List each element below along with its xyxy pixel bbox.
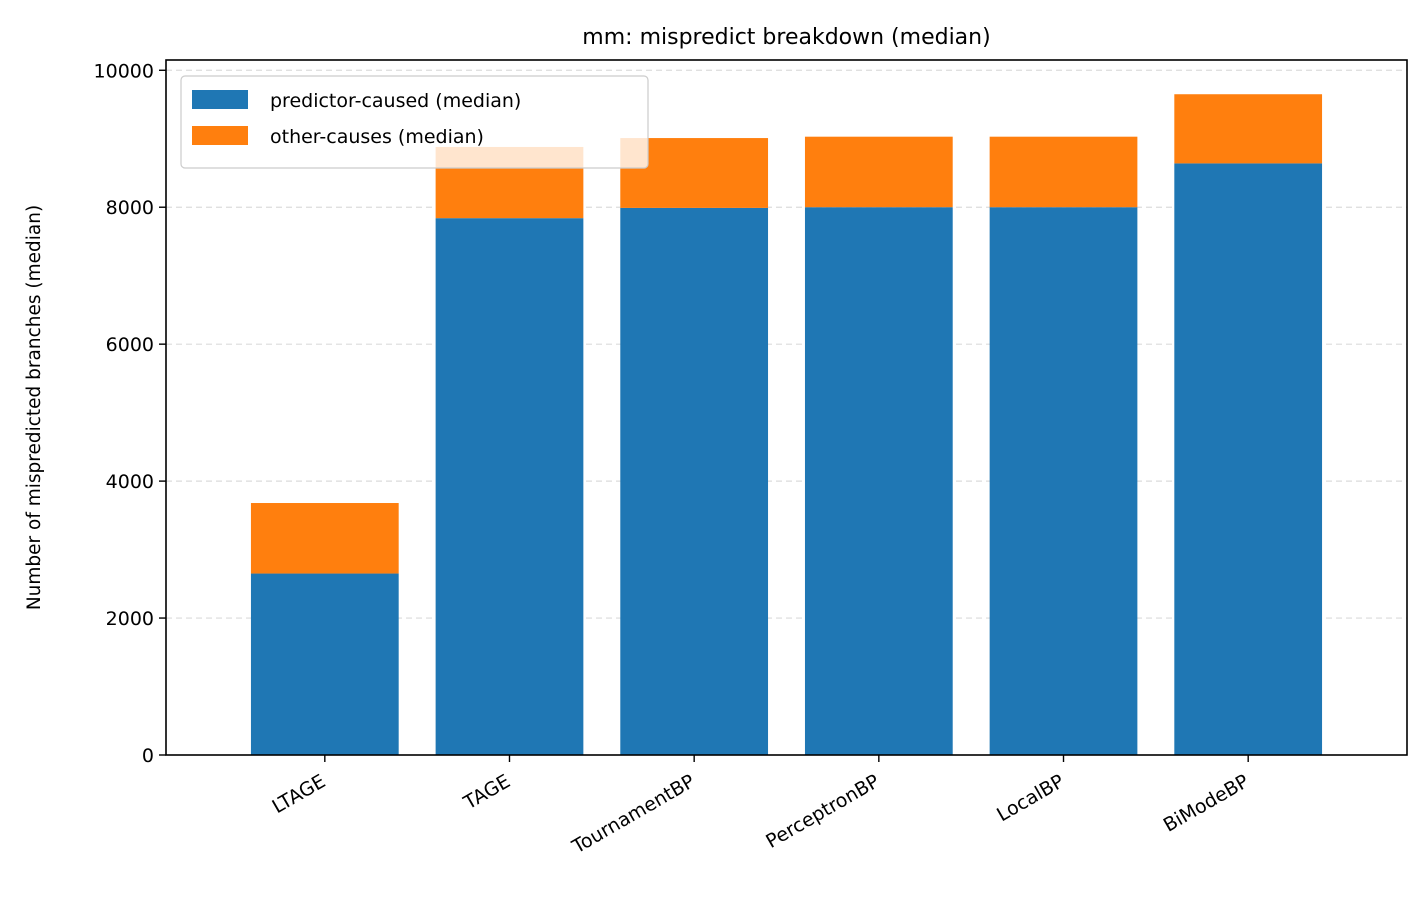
y-axis-label: Number of mispredicted branches (median)	[24, 205, 45, 610]
bar-predictor-caused-tage	[435, 218, 584, 755]
y-axis: 0 2000 4000 6000 8000 10000	[94, 60, 166, 767]
bar-predictor-caused-localbp	[989, 207, 1138, 756]
bar-predictor-caused-bimodebp	[1174, 163, 1323, 755]
x-tick-label-tournamentbp: TournamentBP	[568, 770, 699, 858]
x-tick-label-ltage: LTAGE	[269, 770, 330, 818]
y-tick-label: 4000	[106, 471, 154, 493]
y-tick-label: 6000	[106, 334, 154, 356]
y-tick-label: 10000	[94, 60, 154, 82]
legend-label-other-causes: other-causes (median)	[270, 126, 484, 148]
x-tick-label-bimodebp: BiModeBP	[1160, 770, 1253, 836]
bar-other-causes-ltage	[250, 503, 399, 574]
bar-predictor-caused-perceptronbp	[804, 207, 953, 756]
bars	[250, 94, 1323, 756]
legend-label-predictor-caused: predictor-caused (median)	[270, 90, 521, 112]
legend: predictor-caused (median) other-causes (…	[180, 75, 649, 169]
y-tick-label: 2000	[106, 608, 154, 630]
legend-box	[180, 75, 649, 169]
y-tick-label: 8000	[106, 197, 154, 219]
bar-predictor-caused-ltage	[250, 573, 399, 755]
x-tick-label-perceptronbp: PerceptronBP	[762, 770, 883, 853]
x-tick-label-localbp: LocalBP	[993, 770, 1068, 826]
bar-other-causes-localbp	[989, 136, 1138, 208]
bar-predictor-caused-tournamentbp	[620, 207, 769, 755]
x-tick-label-tage: TAGE	[459, 770, 514, 814]
legend-swatch-predictor-caused	[192, 90, 248, 109]
y-tick-label: 0	[142, 745, 154, 767]
plot-frame	[165, 59, 1408, 756]
x-axis: LTAGE TAGE TournamentBP PerceptronBP LocalBP…	[269, 755, 1253, 859]
chart-title: mm: mispredict breakdown (median)	[582, 25, 990, 50]
bar-other-causes-perceptronbp	[804, 136, 953, 208]
bar-other-causes-bimodebp	[1174, 94, 1323, 164]
legend-swatch-other-causes	[192, 126, 248, 145]
